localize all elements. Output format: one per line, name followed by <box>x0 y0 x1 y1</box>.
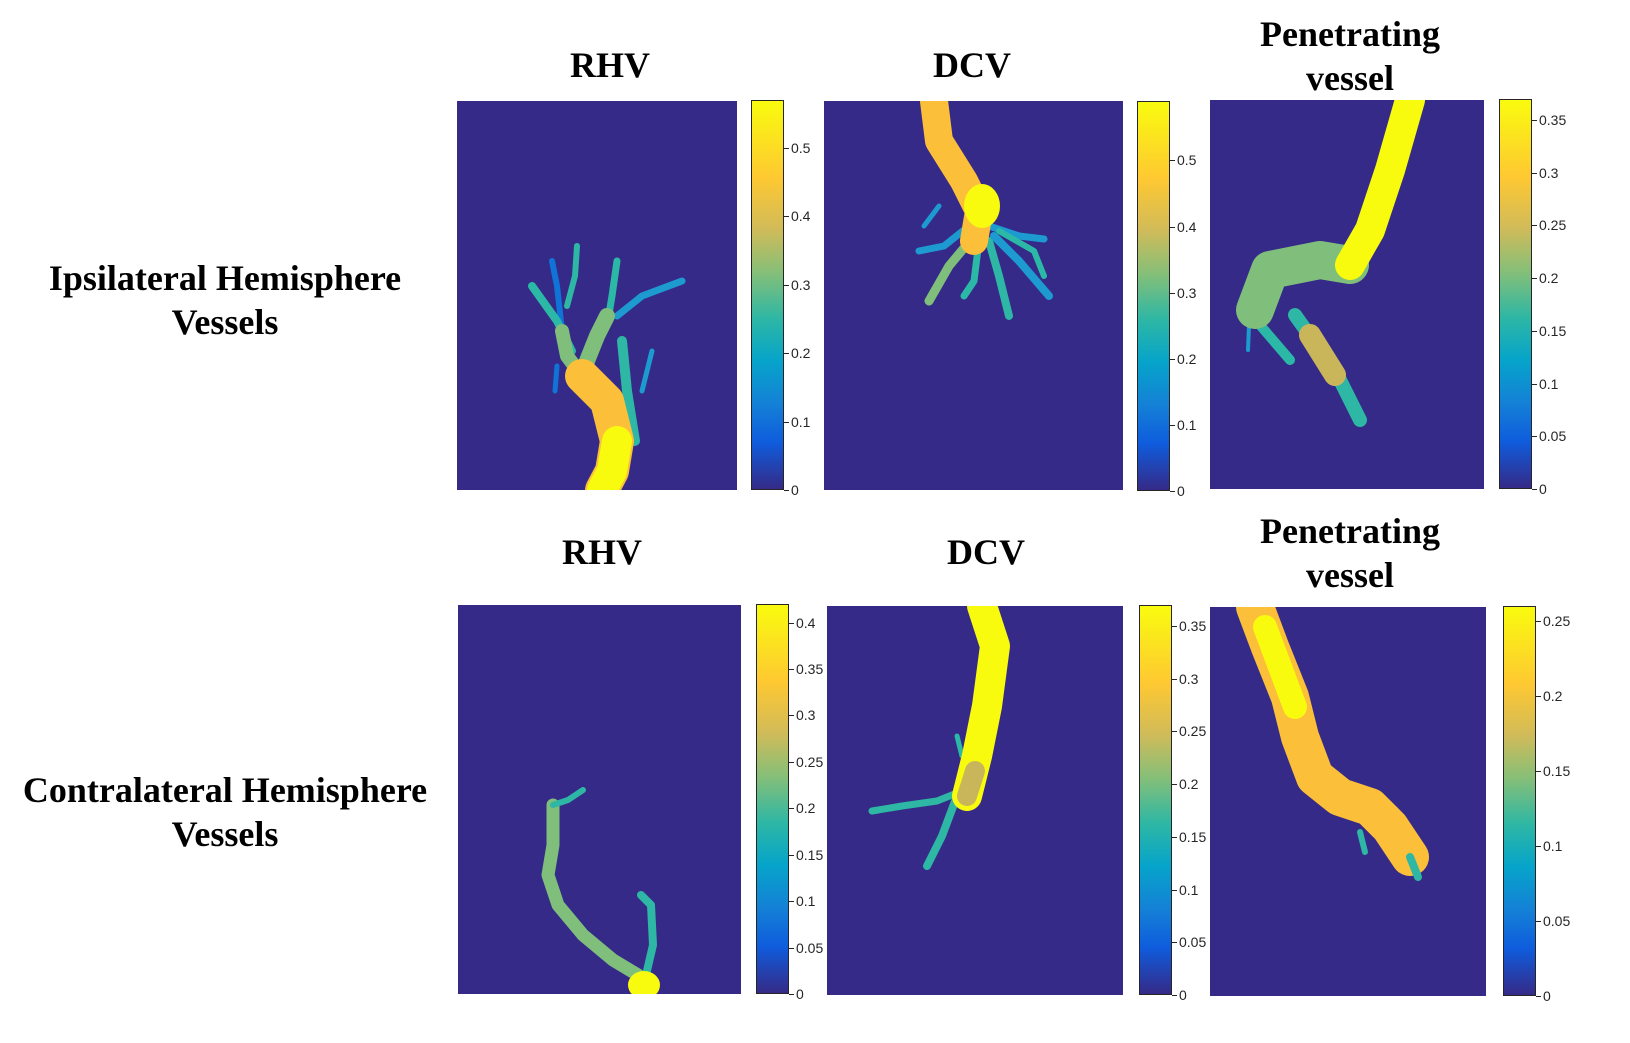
row-label-line1: Ipsilateral Hemisphere <box>48 258 402 298</box>
colorbar-tick-label: 0.5 <box>783 139 811 156</box>
vessel-map-rhv-ipsilateral <box>457 101 737 490</box>
colorbar-tick-label: 0.4 <box>788 614 816 631</box>
colorbar-tick-label: 0.4 <box>783 208 811 225</box>
panel-title-penetrating-ipsi: Penetrating vessel <box>1240 12 1460 100</box>
panel-title-line1: RHV <box>562 532 642 572</box>
colorbar-tick-label: 0.2 <box>788 800 816 817</box>
panel-title-line1: Penetrating <box>1260 511 1440 551</box>
colorbar-tick-label: 0.05 <box>1535 913 1571 929</box>
panel-title-rhv-ipsi: RHV <box>510 43 710 87</box>
row-label-contralateral: Contralateral Hemisphere Vessels <box>10 768 440 856</box>
row-label-line1: Contralateral Hemisphere <box>22 770 428 810</box>
colorbar-tick-label: 0 <box>784 482 799 498</box>
colorbar-tick-label: 0.05 <box>1171 934 1207 951</box>
colorbar-tick-label: 0.1 <box>788 893 816 910</box>
colorbar-tick-label: 0.2 <box>1171 776 1199 793</box>
vessel-map-svg <box>915 101 1053 320</box>
colorbar-tick-label: 0.05 <box>788 939 824 956</box>
colorbar-tick-label: 0.1 <box>1535 838 1563 854</box>
panel-title-rhv-contra: RHV <box>502 530 702 574</box>
panel-title-line2: vessel <box>1306 555 1394 595</box>
colorbar-tick-label: 0.35 <box>788 661 824 677</box>
colorbar-tick-label: 0.25 <box>1171 723 1207 740</box>
colorbar-tick-label: 0 <box>1532 481 1547 497</box>
colorbar-tick-label: 0.3 <box>1169 284 1197 301</box>
vessel-map-dcv-ipsilateral <box>824 101 1123 490</box>
colorbar-tick-label: 0.2 <box>1535 688 1563 704</box>
vessel-map-svg <box>541 787 660 994</box>
row-label-line2: Vessels <box>171 302 279 342</box>
colorbar-tick-label: 0.3 <box>1531 164 1559 181</box>
vessel-map-rhv-contralateral <box>458 605 741 994</box>
colorbar-tick-label: 0.15 <box>1535 763 1571 779</box>
colorbar-tick-label: 0.4 <box>1169 218 1197 235</box>
panel-title-dcv-ipsi: DCV <box>872 43 1072 87</box>
colorbar-tick-label: 0.15 <box>1531 322 1567 339</box>
colorbar-tick-label: 0.1 <box>783 413 811 430</box>
colorbar-tick-label: 0.3 <box>1171 670 1199 687</box>
colorbar-penetrating-contralateral <box>1503 606 1536 996</box>
colorbar-tick-label: 0 <box>1170 483 1185 499</box>
row-label-ipsilateral: Ipsilateral Hemisphere Vessels <box>20 256 430 344</box>
colorbar-dcv-ipsilateral <box>1137 101 1170 491</box>
panel-title-line1: DCV <box>947 532 1025 572</box>
colorbar-tick-label: 0.1 <box>1169 416 1197 433</box>
colorbar-tick-label: 0.1 <box>1531 375 1559 392</box>
vessel-map-svg <box>868 606 1010 870</box>
colorbar-tick-label: 0.15 <box>1171 828 1207 845</box>
panel-title-line1: RHV <box>570 45 650 85</box>
colorbar-tick-label: 0.05 <box>1531 428 1567 445</box>
vessel-map-penetrating-ipsilateral <box>1210 100 1484 489</box>
colorbar-tick-label: 0 <box>1172 987 1187 1003</box>
colorbar-tick-label: 0.25 <box>1531 217 1567 234</box>
panel-title-line1: Penetrating <box>1260 14 1440 54</box>
colorbar-penetrating-ipsilateral <box>1499 99 1532 489</box>
panel-title-penetrating-contra: Penetrating vessel <box>1240 509 1460 597</box>
vessel-map-penetrating-contralateral <box>1210 607 1486 996</box>
panel-title-dcv-contra: DCV <box>886 530 1086 574</box>
colorbar-tick-label: 0.2 <box>783 345 811 362</box>
colorbar-tick-label: 0.5 <box>1169 152 1197 169</box>
panel-title-line1: DCV <box>933 45 1011 85</box>
colorbar-tick-label: 0.1 <box>1171 881 1199 898</box>
vessel-map-svg <box>528 243 686 490</box>
colorbar-rhv-contralateral <box>756 604 789 994</box>
colorbar-tick-label: 0.25 <box>1535 613 1571 629</box>
colorbar-tick-label: 0.15 <box>788 846 824 863</box>
colorbar-tick-label: 0.25 <box>788 753 824 770</box>
colorbar-tick-label: 0 <box>789 986 804 1002</box>
colorbar-dcv-contralateral <box>1139 605 1172 995</box>
panel-title-line2: vessel <box>1306 58 1394 98</box>
vessel-map-svg <box>1236 100 1425 427</box>
colorbar-tick-label: 0.3 <box>783 276 811 293</box>
vessel-map-dcv-contralateral <box>827 606 1123 995</box>
colorbar-tick-label: 0.3 <box>788 707 816 724</box>
colorbar-tick-label: 0.2 <box>1169 350 1197 367</box>
colorbar-tick-label: 0.2 <box>1531 270 1559 287</box>
colorbar-rhv-ipsilateral <box>751 100 784 490</box>
vessel-map-svg <box>1236 607 1429 881</box>
row-label-line2: Vessels <box>171 814 279 854</box>
colorbar-tick-label: 0 <box>1536 988 1551 1004</box>
colorbar-tick-label: 0.35 <box>1531 112 1567 129</box>
colorbar-tick-label: 0.35 <box>1171 618 1207 635</box>
